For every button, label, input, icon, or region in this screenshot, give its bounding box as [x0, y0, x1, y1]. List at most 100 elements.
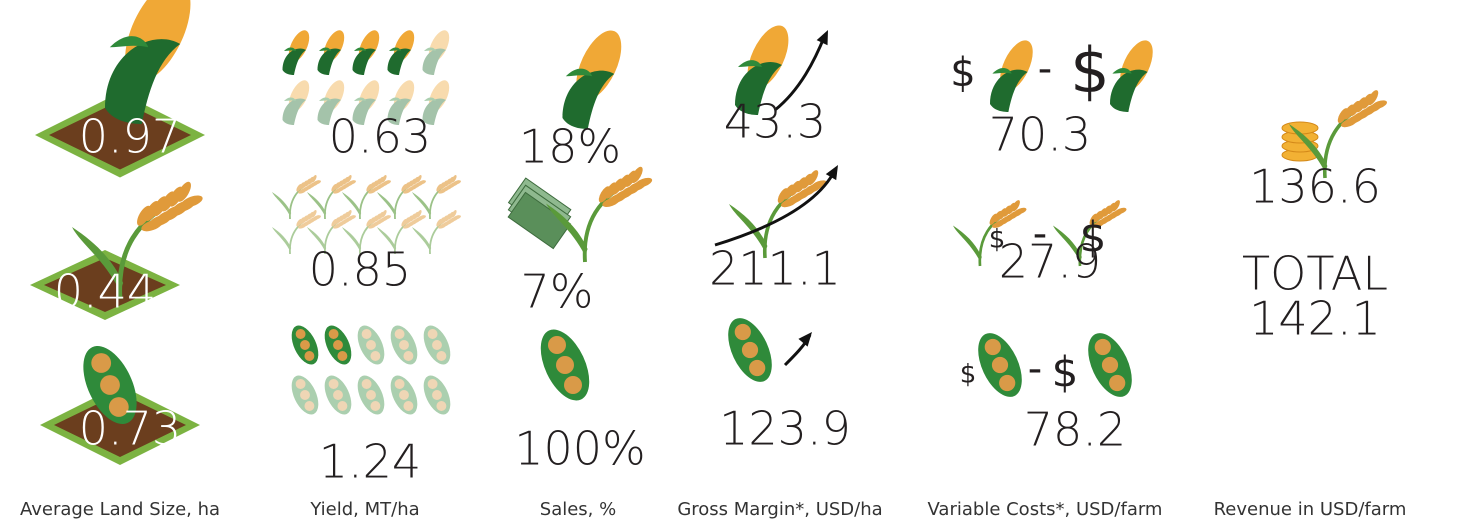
pod-bean	[556, 356, 574, 374]
pod-bean	[427, 329, 438, 339]
arrow	[774, 34, 827, 112]
pod-shell	[423, 325, 451, 365]
corn-icon	[422, 30, 450, 75]
pod-bean	[984, 338, 1001, 356]
value: 70.3	[989, 108, 1091, 162]
value: TOTAL	[1242, 247, 1388, 301]
value: 78.2	[1024, 403, 1126, 457]
value: 7%	[521, 265, 594, 319]
corn-leaf	[387, 48, 411, 75]
pod-bean	[394, 379, 405, 389]
pod-bean	[734, 323, 751, 341]
wheat-grain	[311, 210, 317, 218]
corn-leaf	[105, 39, 181, 124]
pod-bean	[108, 397, 129, 417]
wheat-grain	[313, 215, 321, 220]
pod-bean	[370, 351, 381, 361]
wheat-leaf	[546, 203, 588, 256]
corn-icon	[317, 30, 345, 75]
wheat-leaf	[307, 192, 327, 216]
pod-bean	[432, 340, 442, 350]
pod-shell	[357, 375, 385, 415]
corn-cob	[358, 80, 380, 112]
corn-icon	[1110, 40, 1153, 112]
pod-bean	[399, 340, 409, 350]
corn-icon	[282, 80, 310, 125]
wheat-leaf	[1289, 124, 1328, 172]
pod-bean	[333, 390, 343, 400]
value: 211.1	[709, 242, 841, 296]
corn-cob	[428, 80, 450, 112]
wheat-grain	[311, 175, 317, 183]
corn-leaf	[354, 47, 366, 51]
wheat-grain	[177, 181, 191, 202]
wheat-grain	[811, 180, 827, 190]
pod-bean	[394, 329, 405, 339]
pod-bean	[403, 401, 414, 411]
wheat-grain	[416, 175, 422, 183]
pod-icon	[357, 325, 385, 365]
corn-leaf	[352, 98, 376, 125]
pod-bean	[999, 374, 1016, 392]
wheat-icon	[546, 166, 653, 263]
corn-leaf	[565, 68, 593, 77]
corn-leaf	[992, 68, 1012, 74]
pod-bean	[370, 401, 381, 411]
wheat-leaf	[412, 227, 432, 251]
pod-bean	[432, 390, 442, 400]
wheat-icon	[342, 210, 391, 255]
pod-shell	[324, 375, 352, 415]
wheat-grain	[1014, 207, 1027, 215]
pod-bean	[436, 401, 447, 411]
column-label: Average Land Size, ha	[20, 499, 220, 520]
wheat-icon	[307, 175, 356, 220]
corn-leaf	[109, 36, 149, 48]
pod-shell	[423, 375, 451, 415]
wheat-grain	[1112, 200, 1120, 212]
value: 136.6	[1249, 160, 1381, 214]
corn-leaf	[389, 47, 401, 51]
pod-bean	[337, 401, 348, 411]
pod-icon	[324, 325, 352, 365]
wheat-grain	[348, 180, 356, 185]
value: 0.44	[54, 265, 156, 319]
pod-bean	[436, 351, 447, 361]
pod-bean	[295, 379, 306, 389]
pod-bean	[361, 329, 372, 339]
pod-bean	[295, 329, 306, 339]
corn-leaf	[354, 97, 366, 101]
corn-leaf	[738, 60, 762, 67]
wheat-grain	[418, 215, 426, 220]
corn-icon	[387, 30, 415, 75]
pod-icon	[357, 375, 385, 415]
column-label: Sales, %	[540, 499, 616, 520]
wheat-grain	[381, 175, 387, 183]
pod-bean	[991, 356, 1009, 374]
pod-bean	[361, 379, 372, 389]
wheat-grain	[1012, 200, 1020, 212]
wheat-icon	[412, 175, 461, 220]
value: 27.9	[999, 235, 1101, 289]
corn-icon	[562, 30, 622, 129]
wheat-grain	[348, 215, 356, 220]
bill	[507, 191, 572, 250]
arrow	[714, 169, 837, 247]
value: 43.3	[724, 95, 826, 149]
pod-bean	[427, 379, 438, 389]
field-soil	[54, 393, 186, 457]
corn-leaf	[284, 47, 296, 51]
pod-shell	[390, 325, 418, 365]
wheat-grain	[451, 210, 457, 218]
pod-bean	[328, 329, 339, 339]
value: 0.73	[79, 402, 181, 456]
wheat-icon	[1289, 90, 1387, 179]
pod-bean	[100, 375, 120, 395]
wheat-leaf	[412, 192, 432, 216]
wheat-leaf	[342, 192, 362, 216]
pod-icon	[390, 325, 418, 365]
operator: -	[1038, 46, 1052, 92]
pod-bean	[1094, 338, 1111, 356]
pod-icon	[291, 375, 319, 415]
